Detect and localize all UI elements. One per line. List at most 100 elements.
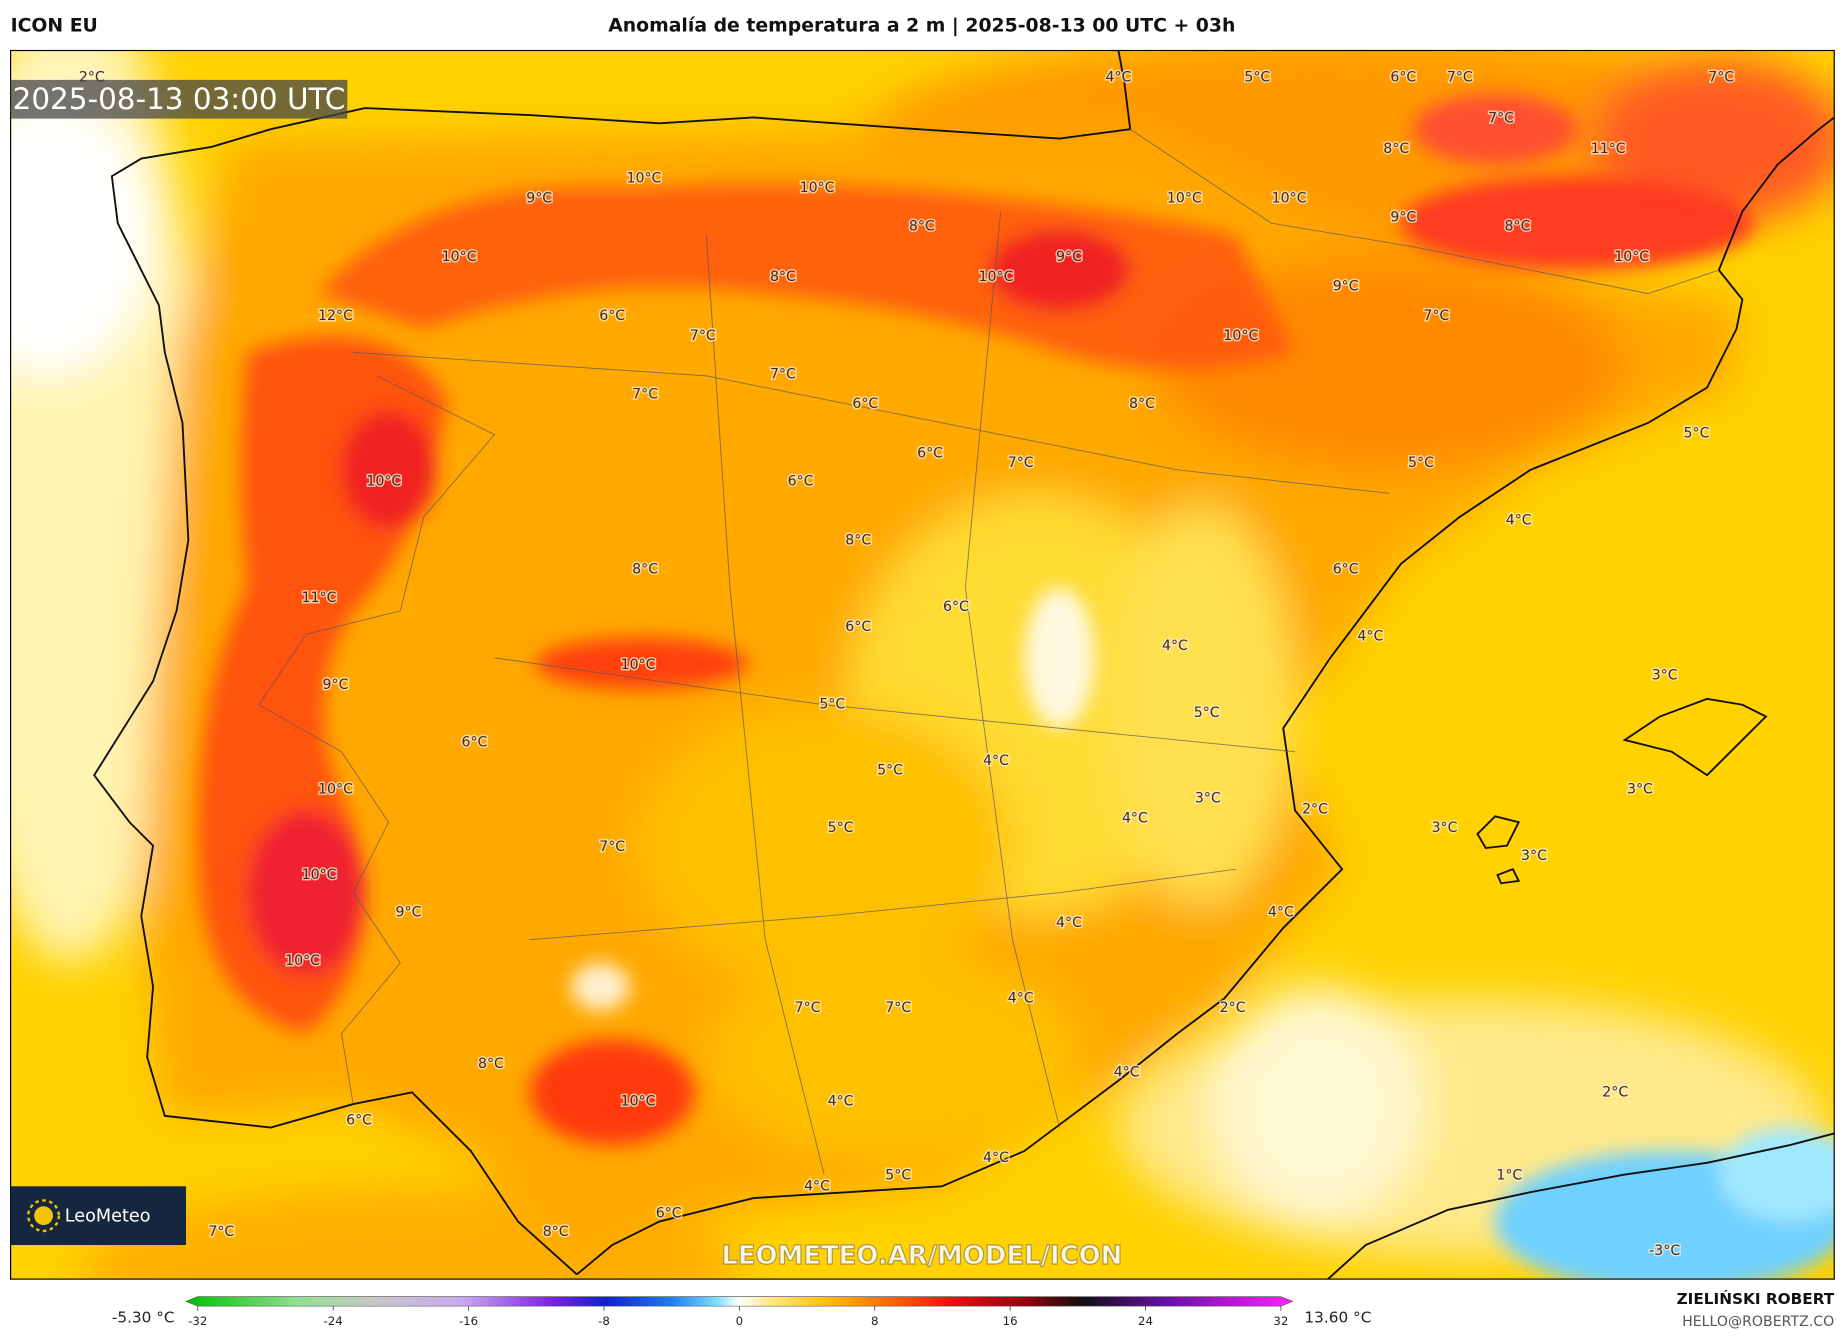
coastlines (93, 50, 1835, 1280)
email: HELLO@ROBERTZ.CO (1682, 1314, 1834, 1330)
temperature-label: 6°C (1390, 70, 1416, 86)
temperature-label: 6°C (656, 1205, 682, 1221)
temperature-label: 2°C (1220, 1000, 1246, 1016)
temperature-label: 12°C (318, 308, 353, 324)
logo-sun (34, 1206, 53, 1226)
temperature-label: 11°C (302, 590, 337, 606)
temperature-label: 4°C (1357, 629, 1383, 645)
temperature-label: 2°C (1302, 801, 1328, 817)
colorbar-max: 13.60 °C (1304, 1309, 1371, 1327)
temperature-label: 4°C (983, 753, 1009, 769)
temperature-label: 4°C (1105, 70, 1131, 86)
model-name: ICON EU (11, 16, 98, 37)
temperature-label: 10°C (1223, 328, 1258, 344)
temperature-label: 8°C (1383, 141, 1409, 157)
temperature-label: 5°C (1408, 455, 1434, 471)
temperature-label: 8°C (909, 219, 935, 235)
temperature-label: 4°C (828, 1094, 854, 1110)
timestamp-box (10, 79, 348, 119)
temperature-labels: 2°C 4°C 5°C 6°C 7°C 7°C 7°C 8°C 11°C 10°C 10°C 9°C 1… (77, 68, 1735, 1260)
temperature-label: 6°C (917, 445, 943, 461)
temperature-label: 10°C (318, 781, 353, 797)
colorbar-tick-label: -24 (324, 1314, 343, 1328)
temperature-label: 10°C (1272, 191, 1307, 207)
temperature-label: 9°C (1056, 249, 1082, 265)
temperature-label: 4°C (983, 1150, 1009, 1166)
temperature-label: 6°C (1333, 562, 1359, 578)
temperature-label: -3°C (1649, 1243, 1680, 1259)
colorbar-min: -5.30 °C (112, 1309, 175, 1327)
temperature-label: 5°C (885, 1168, 911, 1184)
temperature-label: 8°C (478, 1056, 504, 1072)
temperature-label: 4°C (1008, 990, 1034, 1006)
colorbar-tick-label: 32 (1273, 1314, 1288, 1328)
temperature-label: 8°C (543, 1224, 569, 1240)
colorbar-tick-label: 0 (736, 1314, 743, 1328)
temperature-label: 7°C (690, 328, 716, 344)
temperature-label: 5°C (819, 697, 845, 713)
map-frame (10, 49, 1835, 1280)
colorbar-tick-label: -32 (188, 1314, 207, 1328)
temperature-label: 8°C (1129, 396, 1155, 412)
colorbar (185, 1296, 1294, 1307)
temperature-label: 3°C (1195, 791, 1221, 807)
temperature-label: 7°C (795, 1000, 821, 1016)
temperature-label: 7°C (1423, 308, 1449, 324)
map-title: Anomalía de temperatura a 2 m | 2025-08-… (608, 16, 1235, 37)
author: ZIELIŃSKI ROBERT (1677, 1289, 1835, 1308)
colorbar-tick-label: 8 (871, 1314, 878, 1328)
temperature-label: 10°C (366, 474, 401, 490)
temperature-label: 5°C (1194, 705, 1220, 721)
temperature-label: 10°C (979, 269, 1014, 285)
temperature-label: 9°C (1333, 279, 1359, 295)
colorbar-tick-label: -16 (459, 1314, 478, 1328)
temperature-label: 10°C (442, 249, 477, 265)
temperature-label: 10°C (1167, 191, 1202, 207)
temperature-label: 6°C (788, 474, 814, 490)
borders (258, 128, 1720, 1175)
temperature-label: 2°C (1602, 1084, 1628, 1100)
temperature-label: 3°C (1627, 781, 1653, 797)
temperature-label: 7°C (1488, 111, 1514, 127)
temperature-label: 10°C (627, 171, 662, 187)
temperature-label: 4°C (1114, 1064, 1140, 1080)
temperature-label: 10°C (1614, 249, 1649, 265)
temperature-label: 10°C (800, 180, 835, 196)
temperature-label: 6°C (845, 619, 871, 635)
temperature-label: 7°C (770, 367, 796, 383)
temperature-label: 4°C (1162, 638, 1188, 654)
temperature-label: 3°C (1432, 820, 1458, 836)
temperature-label: 3°C (1521, 848, 1547, 864)
temperature-label: 9°C (323, 677, 349, 693)
temperature-label: 10°C (285, 953, 320, 969)
temperature-label: 6°C (346, 1113, 372, 1129)
temperature-label: 10°C (621, 1094, 656, 1110)
temperature-label: 4°C (1122, 811, 1148, 827)
temperature-label: 11°C (1591, 141, 1626, 157)
colorbar-tick-label: -8 (598, 1314, 610, 1328)
temperature-label: 8°C (845, 532, 871, 548)
temperature-label: 10°C (302, 867, 337, 883)
colorbar-tick-label: 16 (1003, 1314, 1018, 1328)
temperature-label: 3°C (1652, 667, 1678, 683)
temperature-label: 6°C (852, 396, 878, 412)
temperature-label: 9°C (396, 905, 422, 921)
temperature-label: 4°C (1268, 905, 1294, 921)
temperature-label: 7°C (1008, 455, 1034, 471)
temperature-label: 5°C (1244, 70, 1270, 86)
temperature-label: 6°C (943, 599, 969, 615)
watermark: LEOMETEO.AR/MODEL/ICON (721, 1241, 1122, 1271)
temperature-label: 10°C (621, 657, 656, 673)
temperature-label: 7°C (1447, 70, 1473, 86)
logo-text: LeoMeteo (65, 1207, 151, 1227)
temperature-label: 5°C (828, 820, 854, 836)
timestamp: 2025-08-13 03:00 UTC (13, 82, 346, 116)
temperature-label: 7°C (208, 1224, 234, 1240)
temperature-label: 1°C (1496, 1168, 1522, 1184)
temperature-label: 6°C (461, 734, 487, 750)
temperature-label: 6°C (599, 308, 625, 324)
temperature-label: 4°C (804, 1178, 830, 1194)
temperature-label: 7°C (599, 839, 625, 855)
